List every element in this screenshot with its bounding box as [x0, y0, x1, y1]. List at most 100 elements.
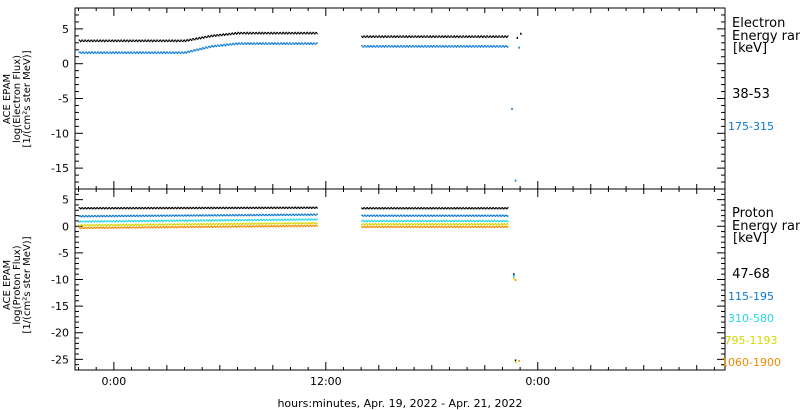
- data-point: [408, 207, 410, 209]
- data-point: [480, 207, 482, 209]
- data-point: [493, 226, 495, 228]
- data-point: [199, 207, 201, 209]
- data-point: [90, 39, 92, 41]
- data-point: [173, 208, 175, 210]
- data-point: [361, 226, 363, 228]
- data-point: [192, 50, 194, 52]
- data-point: [122, 52, 124, 54]
- data-point: [250, 223, 252, 225]
- data-point: [387, 46, 389, 48]
- data-point: [212, 214, 214, 216]
- data-point: [156, 215, 158, 217]
- y-tick-label: -5: [58, 93, 69, 106]
- data-point: [294, 214, 296, 216]
- data-point: [498, 35, 501, 37]
- data-point: [495, 46, 497, 48]
- data-point: [132, 215, 134, 217]
- data-point: [109, 224, 111, 227]
- data-point: [482, 46, 484, 48]
- data-point: [288, 222, 290, 224]
- data-point: [270, 207, 272, 209]
- data-point: [285, 222, 287, 225]
- data-point: [84, 221, 86, 223]
- data-point: [221, 226, 223, 228]
- data-point: [184, 51, 186, 53]
- data-point: [251, 207, 253, 209]
- data-point: [445, 208, 448, 210]
- proton-legend-title-2: Energy range: [732, 219, 800, 234]
- data-point: [202, 219, 205, 221]
- data-point: [91, 208, 94, 210]
- data-point: [133, 214, 135, 216]
- data-point: [454, 226, 456, 228]
- data-point: [199, 219, 201, 222]
- data-point: [98, 208, 100, 210]
- data-point: [225, 220, 227, 222]
- data-point: [207, 214, 210, 216]
- data-point: [482, 223, 484, 225]
- data-point: [407, 223, 409, 225]
- data-point: [166, 208, 169, 210]
- data-point: [304, 223, 306, 225]
- data-point: [433, 44, 435, 47]
- data-point: [477, 46, 479, 48]
- data-point: [368, 36, 370, 39]
- electron-ticks: 50-5-10-15: [51, 7, 725, 190]
- data-point: [489, 207, 491, 209]
- data-point: [387, 224, 390, 226]
- data-point: [382, 36, 384, 38]
- data-point: [248, 222, 251, 224]
- data-point: [214, 34, 216, 36]
- data-point: [147, 226, 149, 228]
- data-point: [479, 208, 481, 210]
- data-point: [309, 43, 311, 45]
- data-point: [299, 222, 301, 224]
- data-point: [397, 35, 399, 38]
- data-point: [503, 208, 505, 210]
- data-point: [436, 207, 438, 209]
- data-point: [504, 215, 506, 217]
- data-point: [143, 219, 145, 222]
- data-point: [467, 226, 469, 229]
- data-point: [373, 45, 376, 47]
- data-point: [96, 226, 98, 228]
- data-point: [154, 39, 156, 42]
- data-point: [242, 222, 244, 224]
- data-point: [207, 35, 209, 37]
- data-point: [470, 223, 472, 225]
- data-point: [487, 36, 489, 38]
- data-point: [81, 226, 83, 228]
- data-point: [363, 224, 366, 226]
- data-point: [115, 51, 117, 53]
- data-point: [140, 223, 142, 225]
- data-point: [113, 216, 116, 218]
- data-point: [392, 46, 394, 48]
- data-point: [468, 35, 470, 37]
- y-tick-label: 5: [62, 194, 69, 207]
- data-point: [431, 226, 433, 228]
- data-point: [200, 207, 202, 209]
- data-point: [217, 214, 219, 216]
- data-point: [229, 226, 231, 228]
- data-point: [94, 40, 96, 43]
- data-point: [301, 219, 303, 221]
- data-point: [101, 227, 104, 229]
- data-point: [274, 223, 276, 225]
- data-point: [183, 226, 185, 228]
- data-point: [262, 223, 264, 225]
- data-point: [144, 223, 146, 225]
- y-tick-label: -20: [51, 327, 69, 340]
- data-point: [163, 220, 165, 222]
- data-point: [97, 225, 99, 227]
- data-point: [214, 223, 217, 225]
- data-point: [180, 51, 183, 53]
- data-point: [467, 35, 470, 38]
- data-point: [178, 220, 180, 222]
- data-point: [409, 36, 412, 39]
- data-point: [428, 207, 431, 209]
- data-point: [220, 44, 222, 46]
- data-point: [237, 225, 239, 227]
- data-point: [258, 206, 260, 208]
- data-point: [440, 207, 443, 209]
- data-point: [389, 215, 391, 217]
